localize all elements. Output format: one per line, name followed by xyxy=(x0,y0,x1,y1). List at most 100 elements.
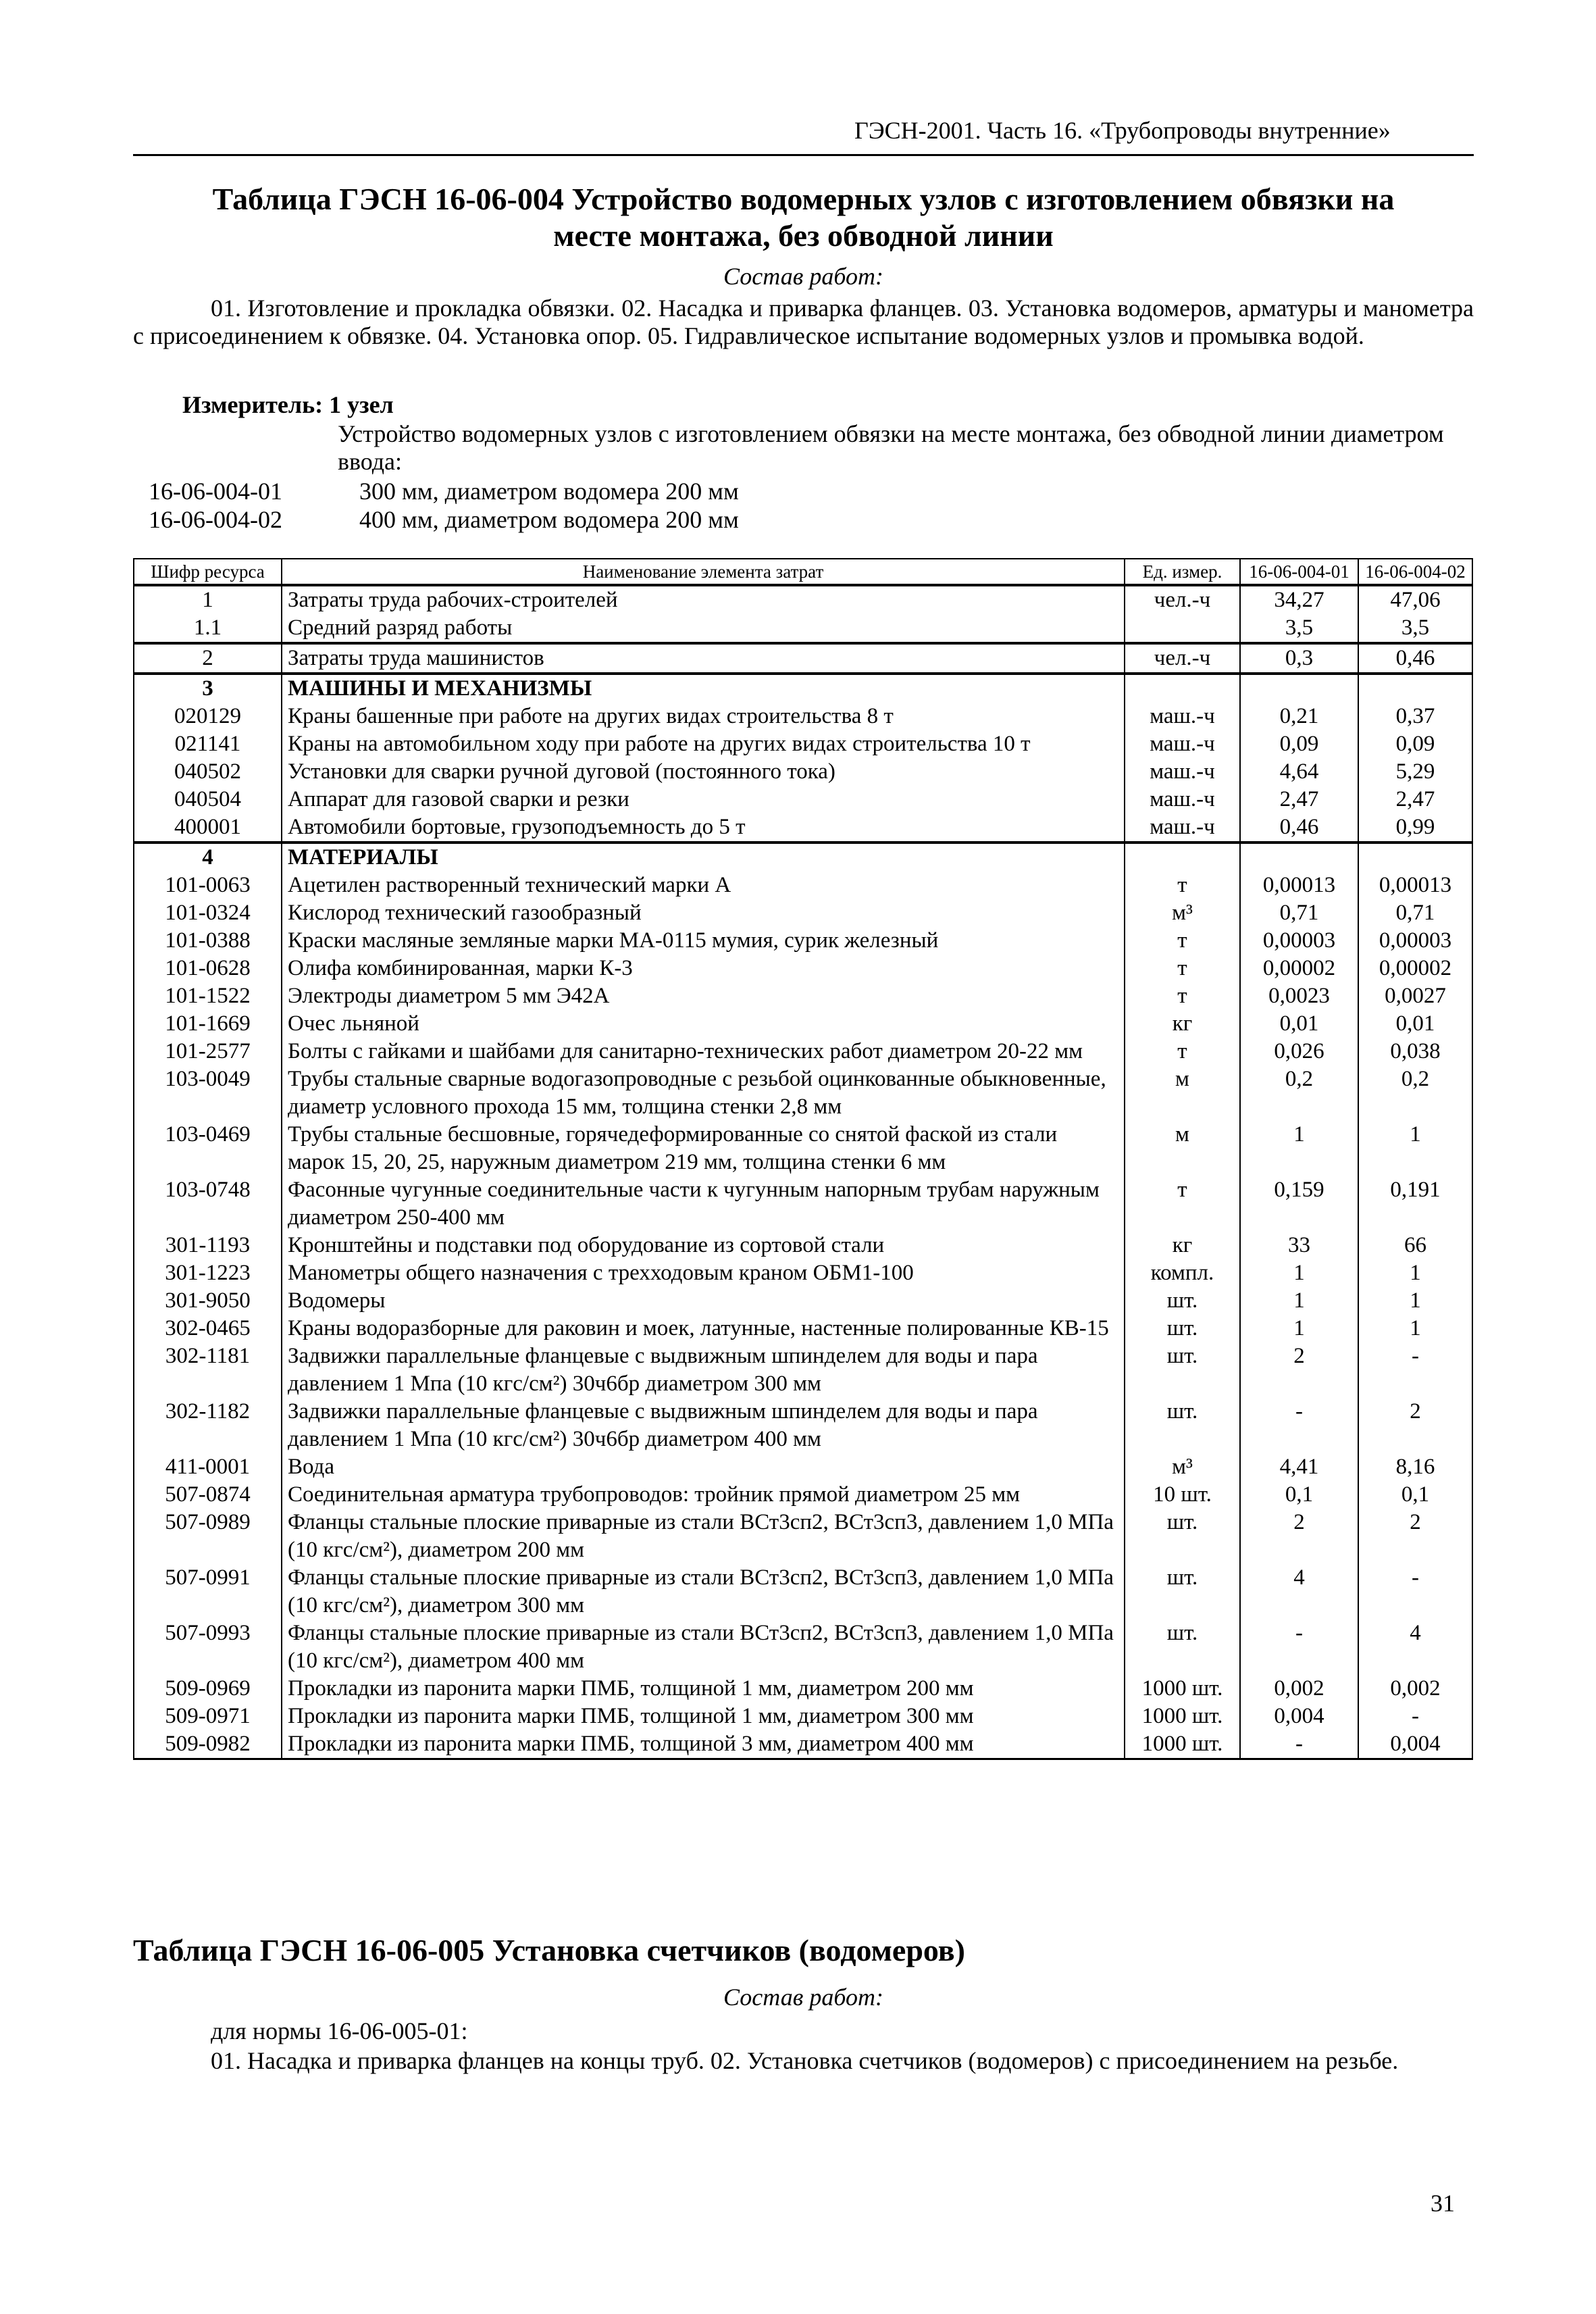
cell-unit xyxy=(1124,672,1241,703)
table-row: 040502 Установки для сварки ручной дугово… xyxy=(133,758,1473,786)
cell-code: 507-0874 xyxy=(133,1481,282,1509)
table-row: 507-0991 Фланцы стальные плоские приварны… xyxy=(133,1564,1473,1619)
cell-name: Краски масляные земляные марки МА-0115 м… xyxy=(281,927,1125,955)
cell-code: 509-0982 xyxy=(133,1730,282,1760)
cell-unit: шт. xyxy=(1124,1342,1241,1398)
cell-name: Вода xyxy=(281,1453,1125,1481)
cell-code: 103-0049 xyxy=(133,1065,282,1121)
table-row: 101-0388 Краски масляные земляные марки М… xyxy=(133,927,1473,955)
table-row: 302-1181 Задвижки параллельные фланцевые … xyxy=(133,1342,1473,1398)
table-row: 103-0469 Трубы стальные бесшовные, горяче… xyxy=(133,1121,1473,1176)
col-name: Наименование элемента затрат xyxy=(281,558,1125,586)
cell-norm-1: 4,41 xyxy=(1239,1453,1359,1481)
cell-name: Задвижки параллельные фланцевые с выдвиж… xyxy=(281,1398,1125,1453)
cell-norm-1: 0,01 xyxy=(1239,1010,1359,1038)
cell-code: 101-0628 xyxy=(133,955,282,982)
table1-work-label: Состав работ: xyxy=(723,263,883,290)
cell-norm-1: 0,00013 xyxy=(1239,872,1359,899)
cell-unit: т xyxy=(1124,1038,1241,1065)
cell-norm-2: 0,00002 xyxy=(1358,955,1473,982)
cell-norm-1: 0,00003 xyxy=(1239,927,1359,955)
cell-code: 1 xyxy=(133,584,282,614)
cell-norm-1: - xyxy=(1239,1730,1359,1760)
table-header-row: Шифр ресурса Наименование элемента затра… xyxy=(133,558,1473,586)
table-row: 2 Затраты труда машинистов чел.-ч 0,3 0,46 xyxy=(133,642,1473,674)
cell-norm-1: 0,002 xyxy=(1239,1675,1359,1703)
cell-unit: шт. xyxy=(1124,1564,1241,1619)
cell-unit: шт. xyxy=(1124,1398,1241,1453)
cell-code: 101-0063 xyxy=(133,872,282,899)
table-row: 021141 Краны на автомобильном ходу при ра… xyxy=(133,730,1473,758)
cell-unit: маш.-ч xyxy=(1124,758,1241,786)
table2-title: Таблица ГЭСН 16-06-005 Установка счетчик… xyxy=(133,1933,965,1967)
cell-norm-2: 47,06 xyxy=(1358,584,1473,614)
cell-norm-2: 1 xyxy=(1358,1121,1473,1176)
cell-name: Фланцы стальные плоские приварные из ста… xyxy=(281,1509,1125,1564)
cell-unit: шт. xyxy=(1124,1315,1241,1342)
cell-code: 301-1193 xyxy=(133,1232,282,1259)
cell-code: 020129 xyxy=(133,703,282,730)
cell-norm-2: 0,0027 xyxy=(1358,982,1473,1010)
table2-work-label: Состав работ: xyxy=(723,1984,883,2011)
cell-code: 4 xyxy=(133,841,282,872)
header-rule xyxy=(133,154,1474,156)
table-row: 101-0063 Ацетилен растворенный технически… xyxy=(133,872,1473,899)
cell-name: МАТЕРИАЛЫ xyxy=(281,841,1125,872)
cell-unit xyxy=(1124,841,1241,872)
cell-unit: м xyxy=(1124,1121,1241,1176)
cell-norm-2: 0,46 xyxy=(1358,642,1473,674)
table-row: 101-1669 Очес льняной кг 0,01 0,01 xyxy=(133,1010,1473,1038)
table-row: 4 МАТЕРИАЛЫ xyxy=(133,841,1473,872)
cell-code: 301-9050 xyxy=(133,1287,282,1315)
cell-name: МАШИНЫ И МЕХАНИЗМЫ xyxy=(281,672,1125,703)
cell-norm-1: 0,0023 xyxy=(1239,982,1359,1010)
cell-unit: т xyxy=(1124,955,1241,982)
table2-work-text: 01. Насадка и приварка фланцев на концы … xyxy=(211,2047,1399,2074)
cell-name: Затраты труда машинистов xyxy=(281,642,1125,674)
cell-norm-2: 0,004 xyxy=(1358,1730,1473,1760)
table-row: 1 Затраты труда рабочих-строителей чел.-ч 3… xyxy=(133,584,1473,614)
cell-code: 101-2577 xyxy=(133,1038,282,1065)
cell-unit: шт. xyxy=(1124,1287,1241,1315)
cell-unit: м xyxy=(1124,1065,1241,1121)
cell-name: Кислород технический газообразный xyxy=(281,899,1125,927)
cell-norm-2: 0,99 xyxy=(1358,813,1473,842)
cell-unit: чел.-ч xyxy=(1124,584,1241,614)
cell-name: Установки для сварки ручной дуговой (пос… xyxy=(281,758,1125,786)
cell-norm-2: 0,37 xyxy=(1358,703,1473,730)
norm-text-2: 400 мм, диаметром водомера 200 мм xyxy=(359,506,739,533)
cell-norm-2: 0,00003 xyxy=(1358,927,1473,955)
table-row: 101-2577 Болты с гайками и шайбами для са… xyxy=(133,1038,1473,1065)
table-row: 507-0874 Соединительная арматура трубопро… xyxy=(133,1481,1473,1509)
cell-name: Прокладки из паронита марки ПМБ, толщино… xyxy=(281,1730,1125,1760)
table-row: 020129 Краны башенные при работе на други… xyxy=(133,703,1473,730)
cell-norm-1: 2 xyxy=(1239,1509,1359,1564)
cell-norm-2: 1 xyxy=(1358,1315,1473,1342)
table-row: 507-0993 Фланцы стальные плоские приварны… xyxy=(133,1619,1473,1675)
cell-name: Краны водоразборные для раковин и моек, … xyxy=(281,1315,1125,1342)
cell-code: 021141 xyxy=(133,730,282,758)
cell-norm-2: 0,01 xyxy=(1358,1010,1473,1038)
cell-name: Задвижки параллельные фланцевые с выдвиж… xyxy=(281,1342,1125,1398)
cell-unit: кг xyxy=(1124,1232,1241,1259)
cell-unit: т xyxy=(1124,872,1241,899)
cell-norm-2: 0,00013 xyxy=(1358,872,1473,899)
table-row: 301-1223 Манометры общего назначения с тр… xyxy=(133,1259,1473,1287)
table-row: 411-0001 Вода м³ 4,41 8,16 xyxy=(133,1453,1473,1481)
cell-norm-1: - xyxy=(1239,1398,1359,1453)
cell-unit: шт. xyxy=(1124,1509,1241,1564)
cell-norm-2: 0,1 xyxy=(1358,1481,1473,1509)
table1-work-text: 01. Изготовление и прокладка обвязки. 02… xyxy=(133,295,1474,349)
cell-code: 2 xyxy=(133,642,282,674)
cell-name: Электроды диаметром 5 мм Э42А xyxy=(281,982,1125,1010)
cell-name: Автомобили бортовые, грузоподъемность до… xyxy=(281,813,1125,842)
cell-norm-2 xyxy=(1358,841,1473,872)
cell-name: Краны башенные при работе на других вида… xyxy=(281,703,1125,730)
cell-norm-2: 0,2 xyxy=(1358,1065,1473,1121)
cell-code: 101-0324 xyxy=(133,899,282,927)
resources-table: Шифр ресурса Наименование элемента затра… xyxy=(133,558,1473,1760)
table-row: 400001 Автомобили бортовые, грузоподъемно… xyxy=(133,813,1473,842)
cell-norm-2: 2,47 xyxy=(1358,786,1473,813)
cell-unit: 1000 шт. xyxy=(1124,1703,1241,1730)
cell-norm-2: 1 xyxy=(1358,1259,1473,1287)
